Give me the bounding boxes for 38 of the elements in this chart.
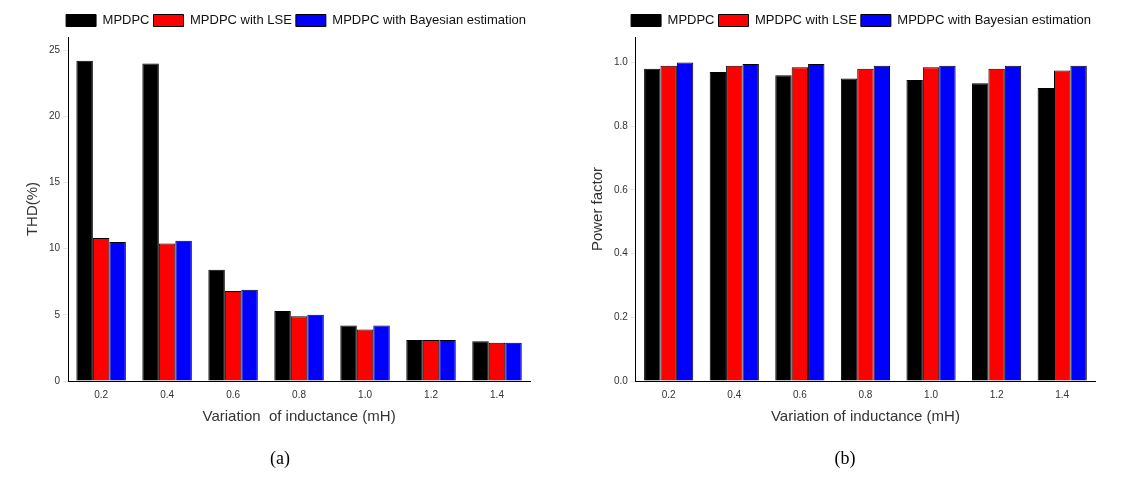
x-tick-label: 0.8 [292,388,307,400]
text: (a) [269,448,291,469]
legend-label: MPDPC with LSE [190,12,293,28]
x-tick-label: 0.4 [727,388,742,400]
x-tick-label: 0.6 [226,388,241,400]
x-tick-label: 0.8 [858,388,873,400]
legend-label: MPDPC [667,12,715,28]
y-tick-label: 0.4 [614,247,629,259]
y-axis-title: THD(%) [23,181,41,237]
y-axis-title: Power factor [588,166,606,252]
legend-label: MPDPC with Bayesian estimation [332,12,527,28]
y-tick-label: 0.6 [614,183,629,195]
x-tick-label: 1.0 [924,388,939,400]
x-axis-title: Variation of inductance (mH) [202,407,396,425]
y-tick-label: 0.0 [614,374,629,386]
x-tick-label: 0.4 [160,388,175,400]
x-tick-label: 1.0 [358,388,373,400]
x-tick-label: 0.2 [661,388,677,400]
legend-label: MPDPC with Bayesian estimation [897,12,1092,28]
y-tick-label: 25 [49,43,61,55]
y-tick-label: 5 [54,308,61,320]
y-tick-label: 15 [49,176,61,188]
y-tick-label: 1.0 [614,56,629,68]
y-tick-label: 10 [49,242,61,254]
y-tick-label: 0.2 [614,311,629,323]
x-tick-label: 1.2 [989,388,1005,400]
x-tick-label: 0.6 [792,388,808,400]
x-tick-label: 1.4 [490,388,505,400]
text: (b) [833,448,857,469]
x-tick-label: 1.2 [424,388,439,400]
x-tick-label: 1.4 [1055,388,1070,400]
y-tick-label: 20 [49,110,61,122]
y-tick-label: 0.8 [614,119,629,131]
legend-label: MPDPC [102,12,150,28]
y-tick-label: 0 [54,374,61,386]
x-axis-title: Variation of inductance (mH) [770,407,960,425]
legend-label: MPDPC with LSE [755,12,858,28]
x-tick-label: 0.2 [94,388,109,400]
